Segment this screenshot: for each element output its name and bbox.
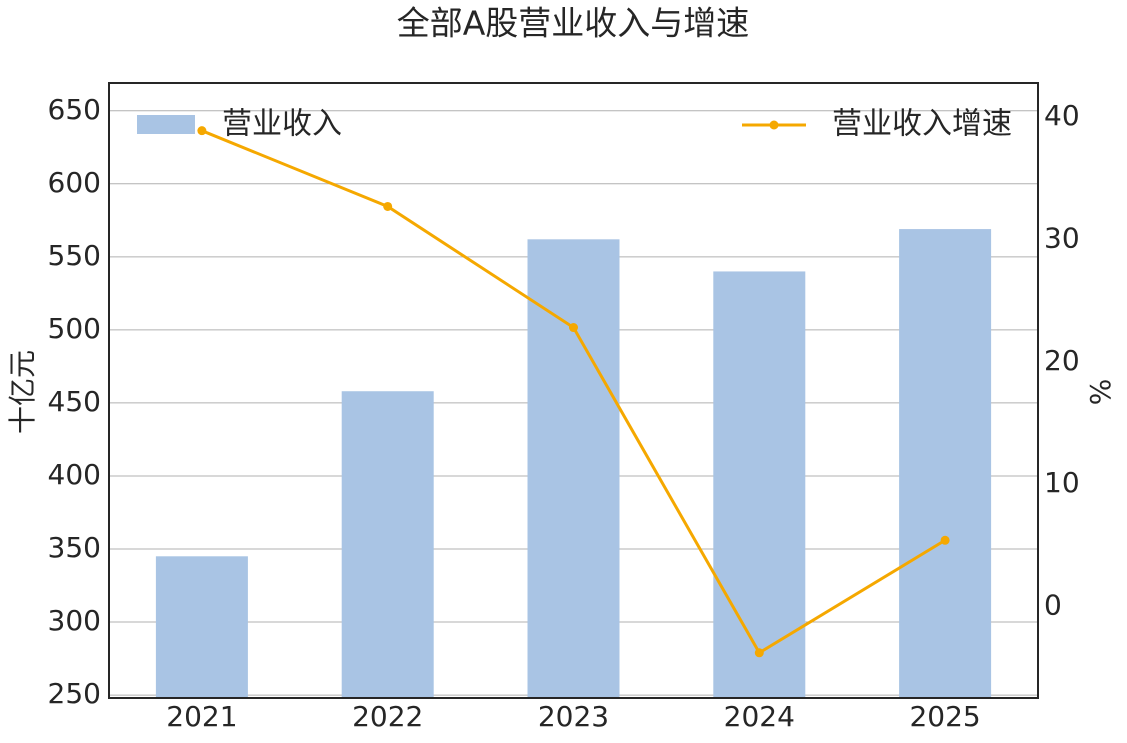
x-tick-label: 2022: [352, 700, 423, 733]
y2-tick-label: 10: [1044, 466, 1080, 499]
bar: [713, 271, 806, 698]
line-marker: [754, 648, 764, 658]
bar: [527, 239, 620, 699]
y-tick-label: 400: [48, 458, 101, 491]
bar: [899, 229, 992, 699]
line-marker: [383, 201, 393, 211]
x-tick-label: 2025: [909, 700, 980, 733]
y2-tick-label: 30: [1044, 222, 1080, 255]
line-marker: [940, 535, 950, 545]
y2-tick-label: 20: [1044, 344, 1080, 377]
x-tick-label: 2021: [166, 700, 237, 733]
line-marker: [197, 126, 207, 136]
legend-marker: [769, 120, 779, 130]
y-tick-label: 650: [48, 93, 101, 126]
x-tick-label: 2024: [724, 700, 795, 733]
legend-swatch: [137, 115, 195, 134]
legend-label: 营业收入增速: [832, 107, 1012, 142]
y-tick-label: 550: [48, 239, 101, 272]
y-axis-label: 十亿元: [6, 350, 39, 434]
chart-title: 全部A股营业收入与增速: [397, 4, 750, 43]
legend-label: 营业收入: [222, 107, 342, 142]
y-tick-label: 250: [48, 677, 101, 710]
y2-tick-label: 40: [1044, 99, 1080, 132]
line-marker: [569, 323, 578, 333]
y-tick-label: 600: [48, 166, 101, 199]
y-tick-label: 450: [48, 385, 101, 418]
plot-frame: [108, 82, 1039, 699]
y-tick-label: 350: [48, 531, 101, 564]
y2-axis-label: %: [1084, 379, 1117, 406]
y-tick-label: 500: [48, 312, 101, 345]
bar: [155, 556, 248, 698]
x-tick-label: 2023: [538, 700, 609, 733]
bar: [341, 391, 434, 698]
y2-tick-label: 0: [1044, 588, 1062, 621]
y-tick-label: 300: [48, 604, 101, 637]
